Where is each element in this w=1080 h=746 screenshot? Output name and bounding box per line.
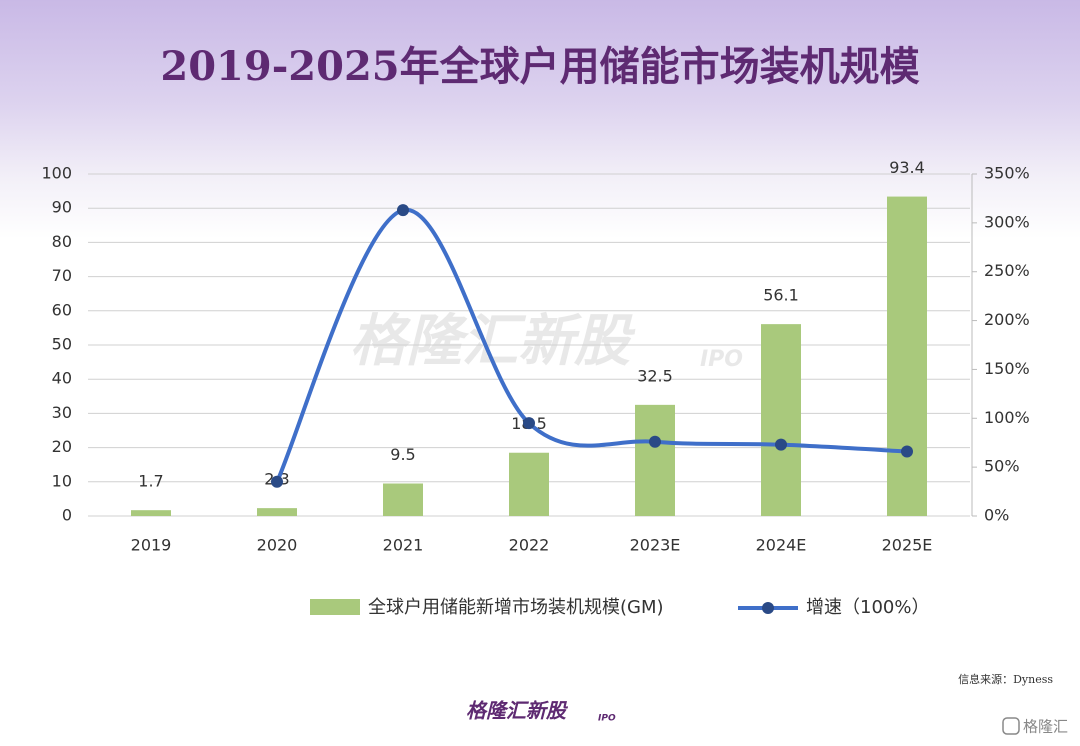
legend-label: 全球户用储能新增市场装机规模(GM) bbox=[368, 597, 664, 618]
y-tick-label: 80 bbox=[52, 232, 72, 251]
data-label: 9.5 bbox=[390, 445, 415, 464]
y2-tick-label: 300% bbox=[984, 212, 1030, 231]
y-tick-label: 10 bbox=[52, 471, 72, 490]
x-tick-label: 2024E bbox=[756, 536, 807, 555]
watermark-group: 格隆汇新股 IPO bbox=[350, 309, 743, 374]
y-tick-label: 20 bbox=[52, 437, 72, 456]
line-marker bbox=[901, 445, 913, 458]
y2-tick-label: 100% bbox=[984, 408, 1030, 427]
bar bbox=[887, 196, 927, 516]
x-tick-label: 2022 bbox=[509, 536, 550, 555]
bar bbox=[257, 508, 297, 516]
x-tick-label: 2020 bbox=[257, 536, 298, 555]
y-tick-label: 60 bbox=[52, 300, 72, 319]
footer-logo-sub: IPO bbox=[598, 714, 616, 724]
bar bbox=[509, 452, 549, 516]
line-marker bbox=[397, 204, 409, 217]
y-tick-label: 0 bbox=[62, 506, 72, 525]
x-tick-label: 2023E bbox=[630, 536, 681, 555]
bar bbox=[761, 324, 801, 516]
legend-label: 增速（100%） bbox=[806, 597, 929, 618]
y-tick-label: 30 bbox=[52, 403, 72, 422]
corner-icon bbox=[1002, 717, 1020, 735]
data-label: 1.7 bbox=[138, 472, 163, 491]
y2-tick-label: 0% bbox=[984, 506, 1009, 525]
y2-tick-label: 350% bbox=[984, 164, 1030, 183]
chart-title: 2019-2025年全球户用储能市场装机规模 bbox=[160, 43, 919, 90]
y-tick-label: 50 bbox=[52, 335, 72, 354]
footer-logo: 格隆汇新股 bbox=[466, 699, 568, 723]
y2-tick-label: 250% bbox=[984, 261, 1030, 280]
x-tick-label: 2021 bbox=[383, 536, 424, 555]
y2-tick-label: 150% bbox=[984, 359, 1030, 378]
legend-swatch bbox=[310, 599, 360, 615]
x-tick-label: 2025E bbox=[882, 536, 933, 555]
source: 信息来源：Dyness bbox=[958, 672, 1053, 686]
watermark-sub: IPO bbox=[700, 347, 743, 372]
data-label: 32.5 bbox=[637, 366, 673, 385]
y-tick-label: 40 bbox=[52, 369, 72, 388]
y-tick-label: 90 bbox=[52, 198, 72, 217]
corner-logo: 格隆汇 bbox=[1023, 718, 1068, 736]
y2-tick-label: 50% bbox=[984, 457, 1020, 476]
data-label: 93.4 bbox=[889, 158, 925, 177]
line-marker bbox=[271, 475, 283, 488]
bar bbox=[131, 510, 171, 516]
bar bbox=[383, 483, 423, 516]
y-tick-label: 100 bbox=[41, 164, 72, 183]
data-label: 56.1 bbox=[763, 286, 799, 305]
legend-marker bbox=[762, 602, 774, 614]
bar bbox=[635, 404, 675, 516]
line-marker bbox=[523, 417, 535, 430]
x-tick-label: 2019 bbox=[131, 536, 172, 555]
line-marker bbox=[649, 435, 661, 448]
line-marker bbox=[775, 438, 787, 451]
y2-tick-label: 200% bbox=[984, 310, 1030, 329]
y-tick-label: 70 bbox=[52, 266, 72, 285]
